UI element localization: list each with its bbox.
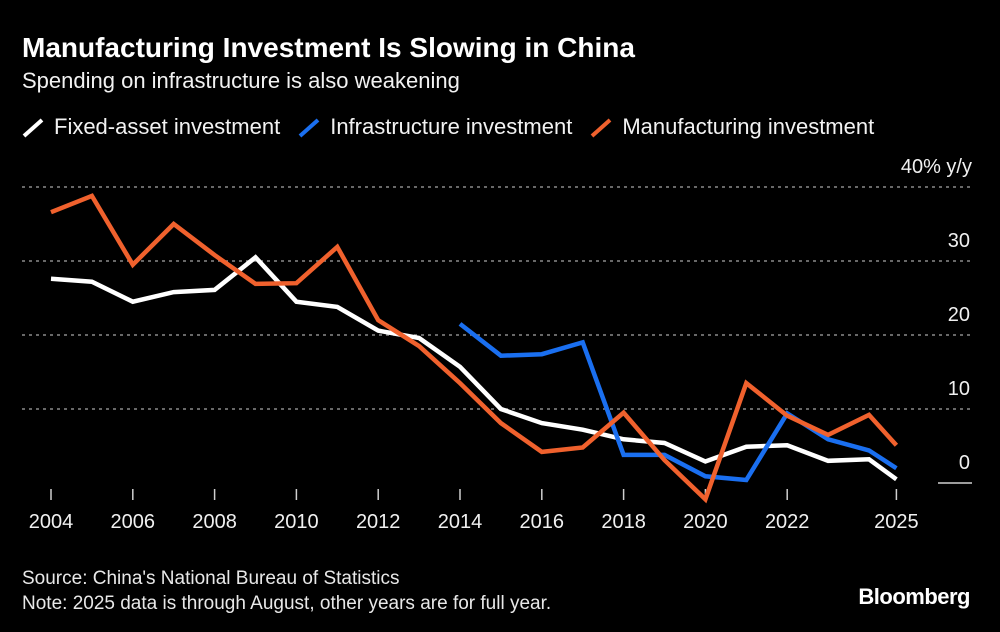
series-line-0 <box>50 254 898 482</box>
x-tick-label: 2004 <box>29 511 74 533</box>
y-tick-label: 0 <box>959 452 970 474</box>
legend-swatch-icon <box>298 118 320 138</box>
legend-item-manufacturing: Manufacturing investment <box>590 114 874 140</box>
y-tick-label: 10 <box>948 378 970 400</box>
chart-subtitle: Spending on infrastructure is also weake… <box>22 68 460 93</box>
legend-swatch-icon <box>22 118 44 138</box>
x-tick-label: 2010 <box>274 511 319 533</box>
legend-item-fixed-asset: Fixed-asset investment <box>22 114 280 140</box>
series-line-1 <box>458 322 898 483</box>
y-tick-label: 20 <box>948 304 970 326</box>
legend-label: Infrastructure investment <box>330 114 573 139</box>
x-tick-label: 2012 <box>356 511 401 533</box>
series-line-2 <box>50 193 899 504</box>
footer: Source: China's National Bureau of Stati… <box>22 566 551 616</box>
y-unit-label: 40% y/y <box>901 156 972 178</box>
bloomberg-logo: Bloomberg <box>858 584 970 609</box>
data-note: Note: 2025 data is through August, other… <box>22 593 552 614</box>
x-tick-label: 2018 <box>601 511 646 533</box>
x-tick-label: 2020 <box>683 511 728 533</box>
x-tick-label: 2014 <box>438 511 483 533</box>
legend-label: Fixed-asset investment <box>54 114 281 139</box>
legend: Fixed-asset investment Infrastructure in… <box>22 114 874 140</box>
x-tick-label: 2025 <box>874 511 919 533</box>
x-tick-label: 2016 <box>520 511 565 533</box>
x-tick-label: 2008 <box>192 511 237 533</box>
chart-title: Manufacturing Investment Is Slowing in C… <box>22 32 635 63</box>
source-note: Source: China's National Bureau of Stati… <box>22 568 400 589</box>
legend-label: Manufacturing investment <box>622 114 875 139</box>
x-tick-label: 2022 <box>765 511 810 533</box>
legend-swatch-icon <box>590 118 612 138</box>
legend-item-infrastructure: Infrastructure investment <box>298 114 572 140</box>
y-tick-label: 30 <box>948 230 970 252</box>
x-tick-label: 2006 <box>111 511 156 533</box>
